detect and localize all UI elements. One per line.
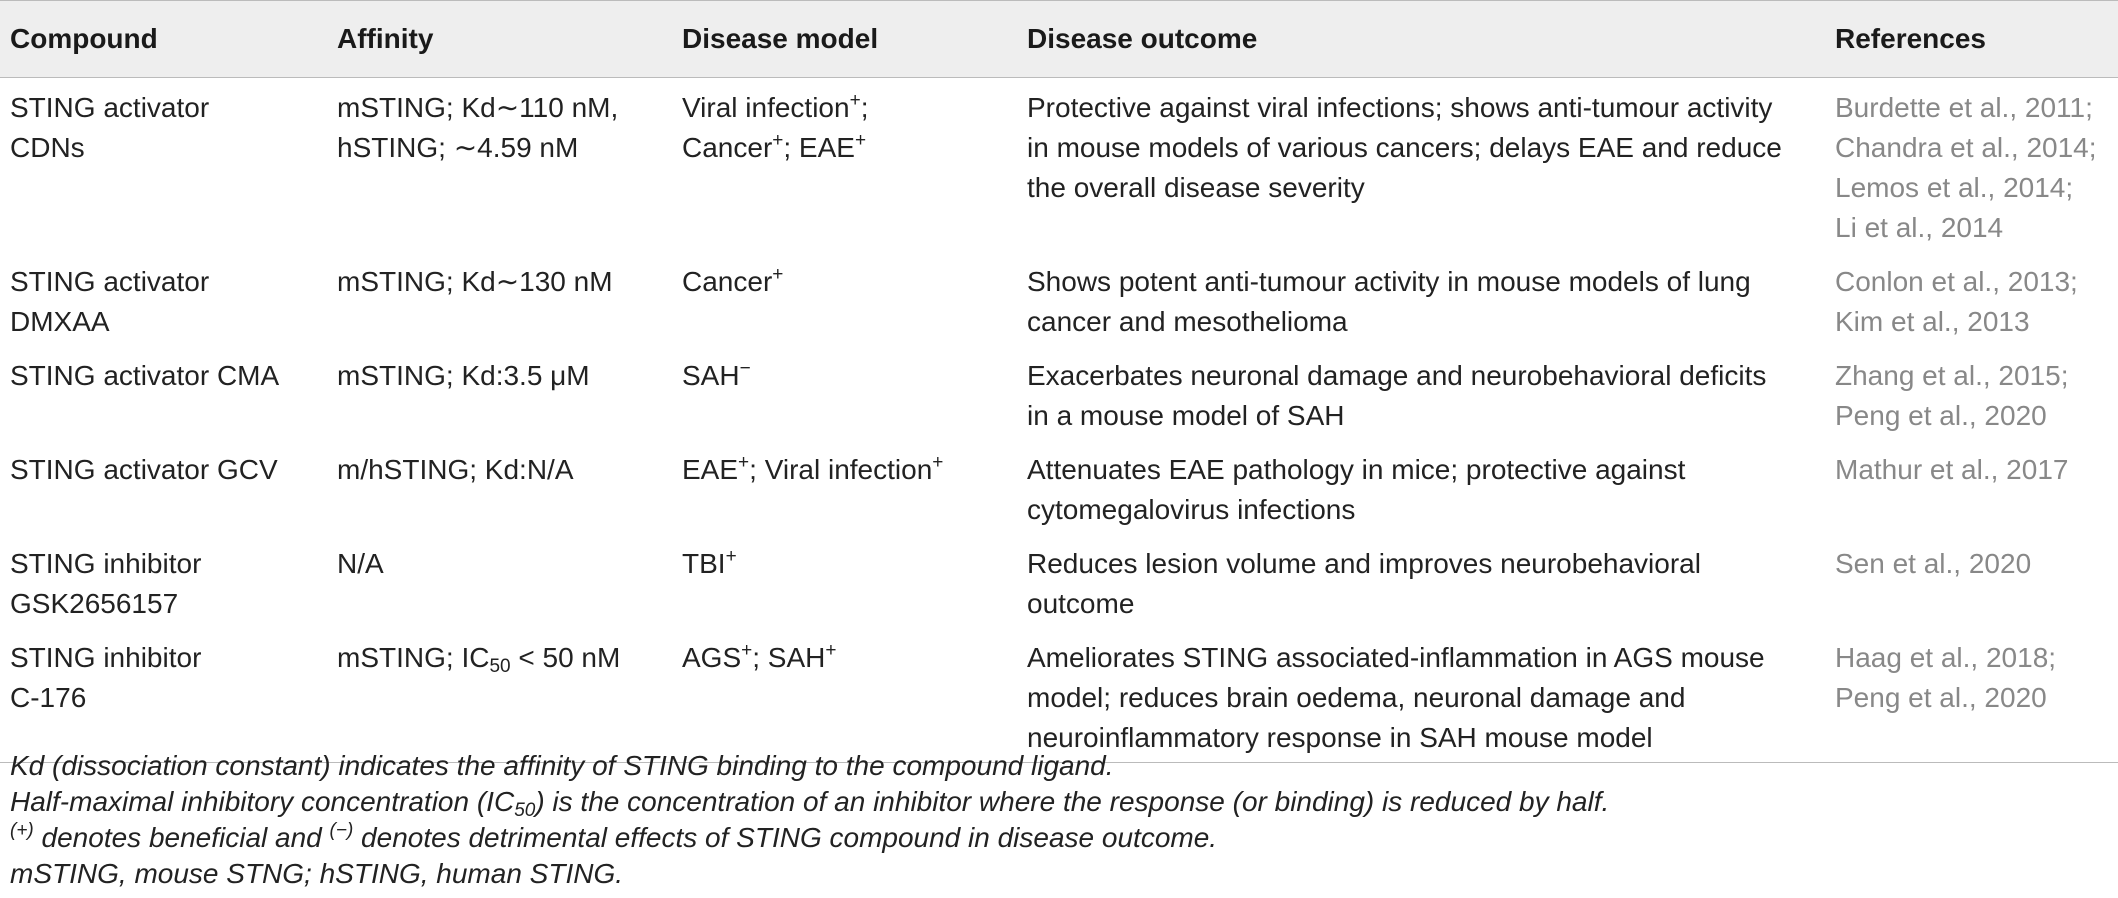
cell-references-line: Chandra et al., 2014; — [1835, 132, 2097, 163]
cell-compound: STING activator CMA — [0, 346, 327, 440]
cell-disease-outcome-line: Ameliorates STING associated-inflammatio… — [1027, 642, 1765, 673]
cell-disease-model-line: Cancer+; EAE+ — [682, 130, 867, 163]
cell-compound: STING activator CDNs — [0, 78, 327, 253]
cell-affinity-line: mSTING; Kd∼110 nM, — [337, 92, 619, 123]
cell-references-line: Kim et al., 2013 — [1835, 306, 2030, 337]
cell-affinity: mSTING; Kd∼130 nM — [327, 252, 672, 346]
cell-compound: STING inhibitor GSK2656157 — [0, 534, 327, 628]
table-row: STING activator CDNs mSTING; Kd∼110 nM, hST… — [0, 78, 2118, 253]
cell-disease-outcome: Exacerbates neuronal damage and neurobeh… — [1017, 346, 1825, 440]
header-row: Compound Affinity Disease model Disease … — [0, 0, 2118, 78]
cell-references-line: Mathur et al., 2017 — [1835, 454, 2069, 485]
table-row: STING inhibitor C-176 mSTING; IC50 < 50 nM… — [0, 628, 2118, 763]
cell-references-line: Peng et al., 2020 — [1835, 400, 2047, 431]
cell-affinity: N/A — [327, 534, 672, 628]
cell-compound-line: STING activator GCV — [10, 454, 278, 485]
cell-references-line: Zhang et al., 2015; — [1835, 360, 2069, 391]
table-row: STING activator GCV m/hSTING; Kd:N/A EAE+;… — [0, 440, 2118, 534]
header-disease-outcome: Disease outcome — [1017, 0, 1825, 78]
footnote: (+) denotes beneficial and (−) denotes d… — [10, 820, 1218, 853]
table-row: STING inhibitor GSK2656157 N/A TBI+ Reduces … — [0, 534, 2118, 628]
cell-compound-line: CDNs — [10, 132, 85, 163]
cell-compound: STING activator GCV — [0, 440, 327, 534]
header-affinity: Affinity — [327, 0, 672, 78]
cell-references-line: Haag et al., 2018; — [1835, 642, 2057, 673]
cell-disease-outcome-line: cancer and mesothelioma — [1027, 306, 1348, 337]
cell-disease-outcome-line: in a mouse model of SAH — [1027, 400, 1345, 431]
cell-compound: STING inhibitor C-176 — [0, 628, 327, 763]
cell-disease-outcome: Protective against viral infections; sho… — [1017, 78, 1825, 253]
cell-references-line: Burdette et al., 2011; — [1835, 92, 2093, 123]
cell-compound-line: STING inhibitor — [10, 642, 202, 673]
cell-compound-line: STING activator — [10, 92, 210, 123]
cell-affinity-line: mSTING; Kd∼130 nM — [337, 266, 613, 297]
cell-disease-outcome-line: the overall disease severity — [1027, 172, 1365, 203]
cell-references-line: Li et al., 2014 — [1835, 212, 2004, 243]
cell-disease-outcome-line: Attenuates EAE pathology in mice; protec… — [1027, 454, 1686, 485]
cell-disease-outcome: Reduces lesion volume and improves neuro… — [1017, 534, 1825, 628]
cell-disease-outcome-line: neuroinflammatory response in SAH mouse … — [1027, 722, 1653, 753]
cell-references: Zhang et al., 2015; Peng et al., 2020 — [1825, 346, 2118, 440]
cell-affinity-line: mSTING; Kd:3.5 μM — [337, 360, 590, 391]
cell-references: Haag et al., 2018; Peng et al., 2020 — [1825, 628, 2118, 763]
cell-disease-outcome-line: Reduces lesion volume and improves neuro… — [1027, 548, 1701, 579]
cell-disease-outcome: Ameliorates STING associated-inflammatio… — [1017, 628, 1825, 763]
table-footnotes: Kd (dissociation constant) indicates the… — [10, 748, 2100, 892]
cell-compound: STING activator DMXAA — [0, 252, 327, 346]
cell-affinity: mSTING; Kd:3.5 μM — [327, 346, 672, 440]
cell-compound-line: C-176 — [10, 682, 87, 713]
cell-references-line: Lemos et al., 2014; — [1835, 172, 2074, 203]
cell-affinity-line: N/A — [337, 548, 384, 579]
cell-disease-outcome-line: Exacerbates neuronal damage and neurobeh… — [1027, 360, 1767, 391]
cell-affinity-line: mSTING; IC50 < 50 nM — [337, 642, 621, 677]
cell-disease-outcome-line: model; reduces brain oedema, neuronal da… — [1027, 682, 1686, 713]
compound-table: Compound Affinity Disease model Disease … — [0, 0, 2118, 763]
cell-disease-outcome: Attenuates EAE pathology in mice; protec… — [1017, 440, 1825, 534]
cell-references-line: Sen et al., 2020 — [1835, 548, 2032, 579]
cell-references-line: Conlon et al., 2013; — [1835, 266, 2078, 297]
cell-disease-model-line: Cancer+ — [682, 264, 784, 297]
footnote: Half-maximal inhibitory concentration (I… — [10, 786, 1610, 821]
cell-disease-outcome-line: in mouse models of various cancers; dela… — [1027, 132, 1782, 163]
cell-affinity-line: m/hSTING; Kd:N/A — [337, 454, 574, 485]
cell-disease-model-line: EAE+; Viral infection+ — [682, 452, 944, 485]
cell-compound-line: GSK2656157 — [10, 588, 179, 619]
cell-disease-model: AGS+; SAH+ — [672, 628, 1017, 763]
cell-disease-outcome: Shows potent anti-tumour activity in mou… — [1017, 252, 1825, 346]
header-disease-model: Disease model — [672, 0, 1017, 78]
cell-disease-model: SAH− — [672, 346, 1017, 440]
cell-compound-line: DMXAA — [10, 306, 110, 337]
cell-compound-line: STING activator CMA — [10, 360, 280, 391]
cell-affinity-line: hSTING; ∼4.59 nM — [337, 132, 579, 163]
cell-compound-line: STING inhibitor — [10, 548, 202, 579]
table-row: STING activator DMXAA mSTING; Kd∼130 nM Can… — [0, 252, 2118, 346]
cell-affinity: mSTING; Kd∼110 nM, hSTING; ∼4.59 nM — [327, 78, 672, 253]
cell-references: Conlon et al., 2013; Kim et al., 2013 — [1825, 252, 2118, 346]
cell-disease-model: EAE+; Viral infection+ — [672, 440, 1017, 534]
header-references: References — [1825, 0, 2118, 78]
cell-disease-outcome-line: Shows potent anti-tumour activity in mou… — [1027, 266, 1751, 297]
cell-disease-model-line: TBI+ — [682, 546, 737, 579]
cell-references: Burdette et al., 2011; Chandra et al., 20… — [1825, 78, 2118, 253]
cell-disease-outcome-line: cytomegalovirus infections — [1027, 494, 1356, 525]
cell-disease-model-line: SAH− — [682, 358, 751, 391]
cell-disease-model: TBI+ — [672, 534, 1017, 628]
cell-affinity: m/hSTING; Kd:N/A — [327, 440, 672, 534]
cell-references-line: Peng et al., 2020 — [1835, 682, 2047, 713]
footnote: mSTING, mouse STNG; hSTING, human STING. — [10, 858, 624, 889]
header-compound: Compound — [0, 0, 327, 78]
cell-disease-model: Cancer+ — [672, 252, 1017, 346]
table-row: STING activator CMA mSTING; Kd:3.5 μM SAH−… — [0, 346, 2118, 440]
cell-references: Mathur et al., 2017 — [1825, 440, 2118, 534]
cell-disease-model-line: AGS+; SAH+ — [682, 640, 837, 673]
cell-disease-outcome-line: outcome — [1027, 588, 1135, 619]
footnote: Kd (dissociation constant) indicates the… — [10, 750, 1114, 781]
cell-compound-line: STING activator — [10, 266, 210, 297]
cell-disease-model-line: Viral infection+; — [682, 90, 869, 123]
cell-disease-outcome-line: Protective against viral infections; sho… — [1027, 92, 1773, 123]
cell-disease-model: Viral infection+; Cancer+; EAE+ — [672, 78, 1017, 253]
cell-affinity: mSTING; IC50 < 50 nM — [327, 628, 672, 763]
cell-references: Sen et al., 2020 — [1825, 534, 2118, 628]
